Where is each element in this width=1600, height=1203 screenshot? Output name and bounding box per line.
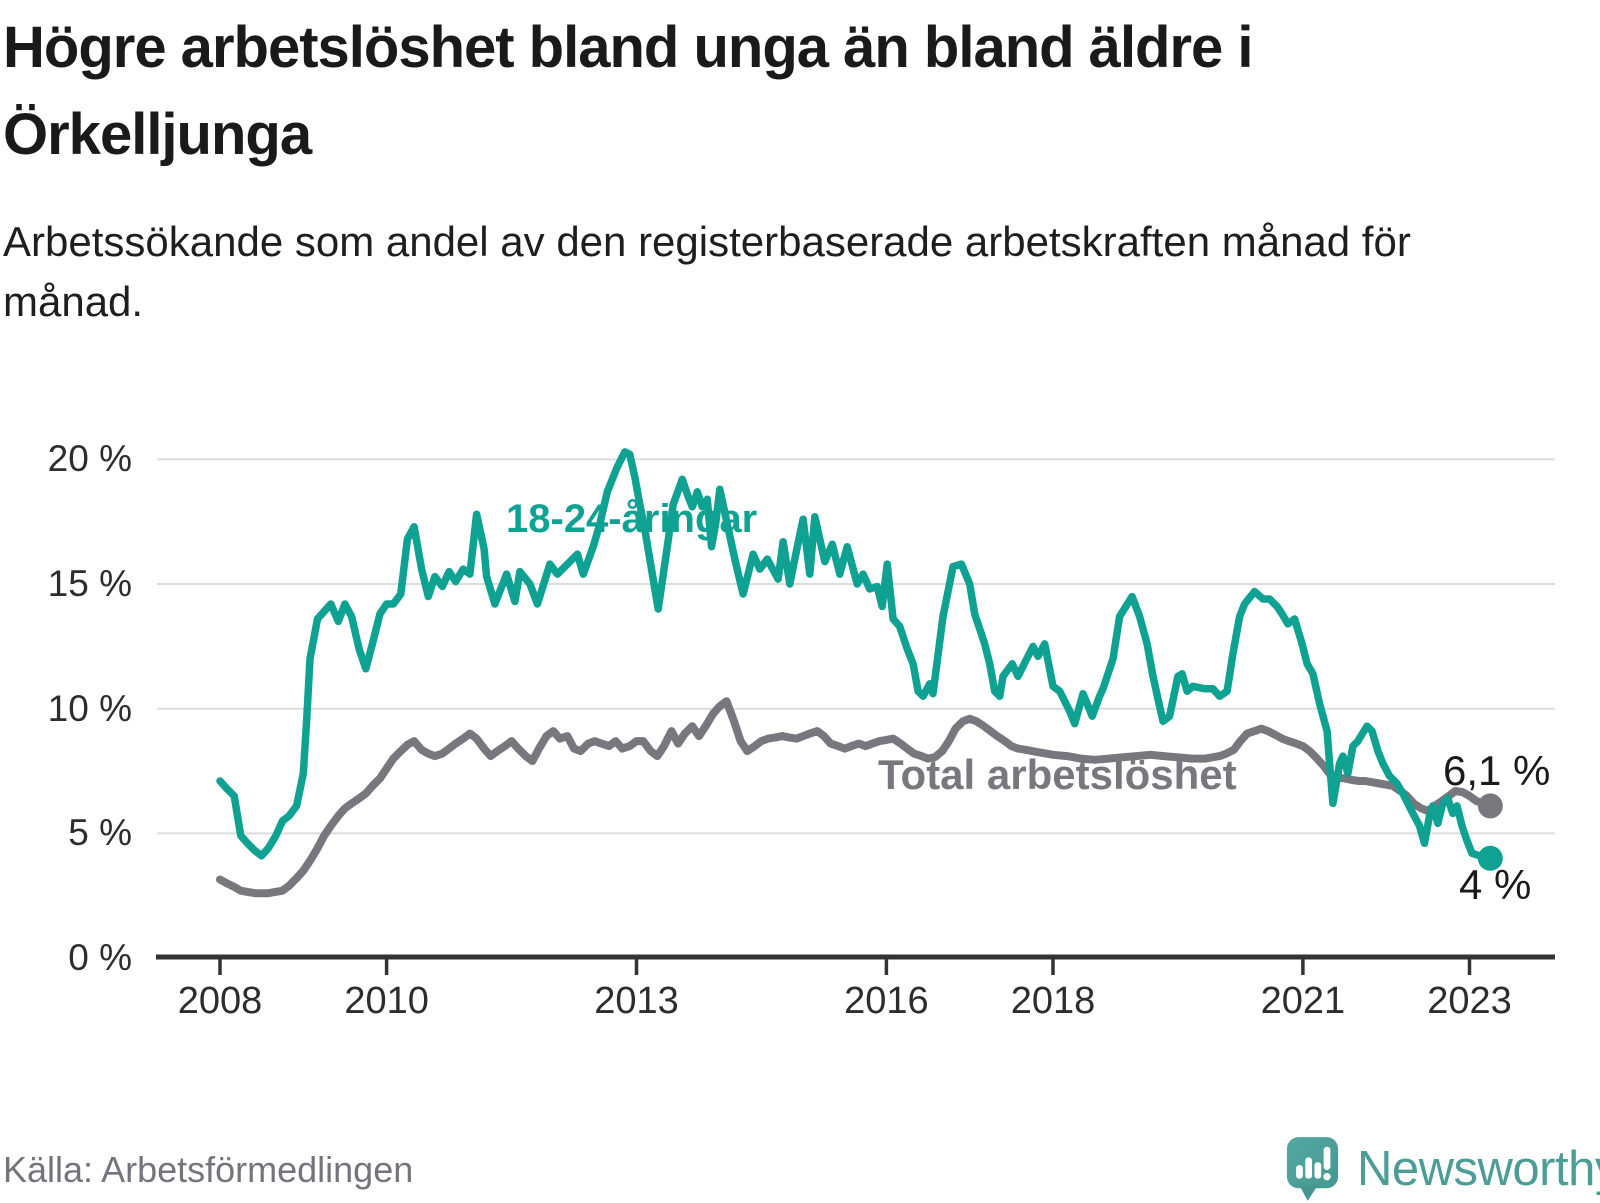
y-axis-label: 5 % xyxy=(68,812,132,854)
series-label-total: Total arbetslöshet xyxy=(878,751,1237,798)
x-axis-label: 2018 xyxy=(1010,980,1096,1022)
chart-subtitle: Arbetssökande som andel av den registerb… xyxy=(3,218,1411,325)
newsworthy-wordmark: Newsworthy xyxy=(1357,1142,1600,1196)
chart-title: Högre arbetslöshet bland unga än bland ä… xyxy=(3,15,1254,167)
y-axis-label: 20 % xyxy=(47,438,132,480)
y-axis-label: 0 % xyxy=(68,937,132,978)
y-axis-label: 15 % xyxy=(47,563,132,605)
x-axis-label: 2010 xyxy=(344,980,429,1022)
newsworthy-logo: Newsworthy xyxy=(1285,1135,1600,1203)
end-value-label-total: 6,1 % xyxy=(1443,747,1551,794)
source-note: Källa: Arbetsförmedlingen xyxy=(3,1149,414,1190)
end-value-label-young: 4 % xyxy=(1459,861,1532,908)
newsworthy-logo-icon xyxy=(1286,1137,1339,1201)
x-axis-label: 2021 xyxy=(1260,980,1346,1022)
y-axis-label: 10 % xyxy=(47,687,132,729)
series-label-young: 18-24-åringar xyxy=(506,497,758,541)
x-axis-label: 2008 xyxy=(177,980,263,1022)
x-axis-label: 2016 xyxy=(844,980,929,1022)
x-axis-label: 2013 xyxy=(594,980,679,1022)
x-axis-label: 2023 xyxy=(1427,980,1512,1022)
